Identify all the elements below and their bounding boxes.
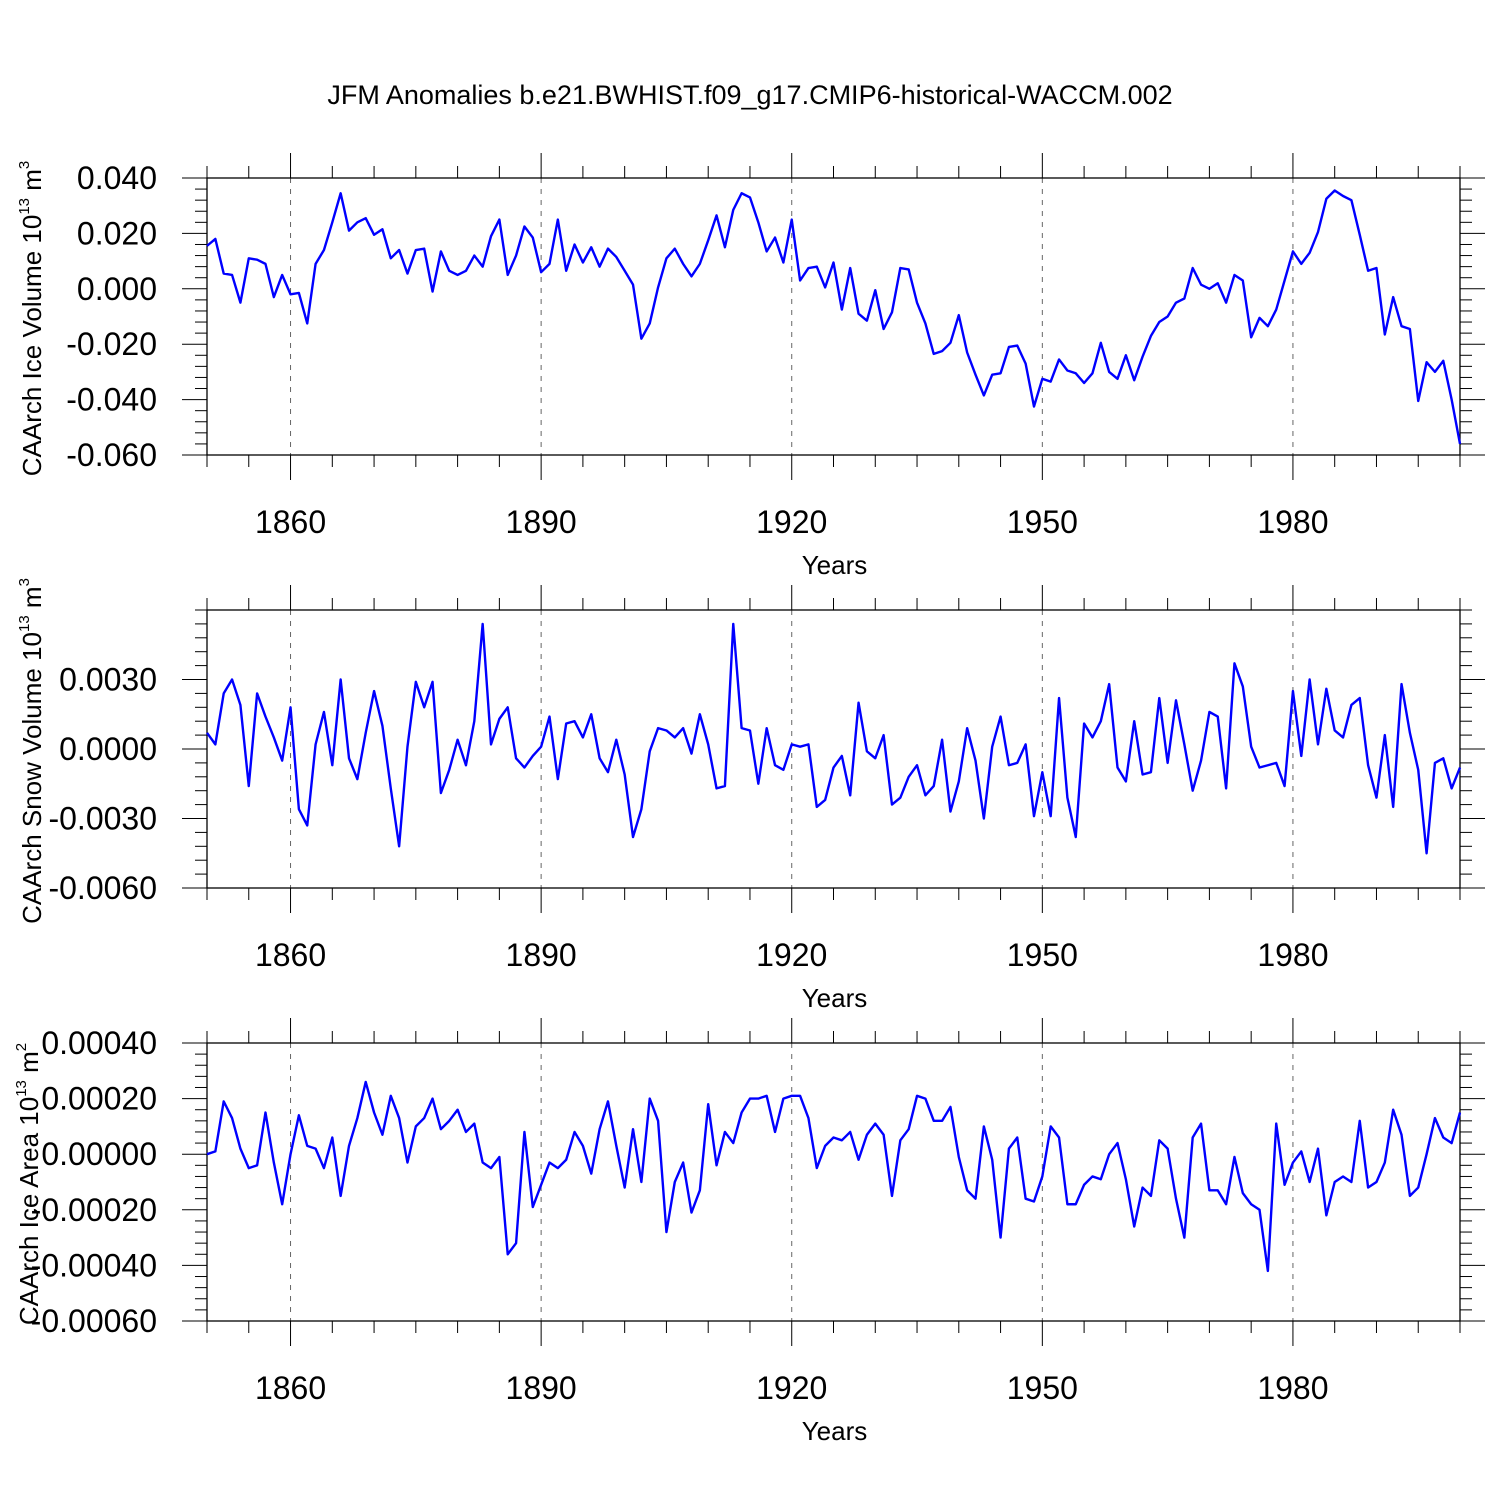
y-tick-label: 0.000 bbox=[77, 271, 157, 307]
y-tick-label: -0.00020 bbox=[31, 1192, 157, 1228]
x-tick-label: 1890 bbox=[506, 1370, 577, 1406]
y-tick-label: -0.00040 bbox=[31, 1247, 157, 1283]
y-tick-label: 0.00020 bbox=[41, 1081, 157, 1117]
x-axis-label: Years bbox=[802, 550, 868, 580]
x-tick-label: 1920 bbox=[756, 937, 827, 973]
x-axis-label: Years bbox=[802, 983, 868, 1013]
series-line bbox=[206, 189, 1462, 445]
y-tick-label: 0.00000 bbox=[41, 1136, 157, 1172]
panel-ice-volume: 1860 1890 1920 1950 1980 Years -0.060 -0.040 -0.… bbox=[16, 153, 1485, 580]
x-tick-label: 1920 bbox=[756, 504, 827, 540]
x-tick-label: 1980 bbox=[1257, 504, 1328, 540]
x-tick-label: 1980 bbox=[1257, 1370, 1328, 1406]
y-axis-label: CAArch Snow Volume 1013 m3 bbox=[16, 578, 47, 924]
x-tick-label: 1950 bbox=[1007, 504, 1078, 540]
x-tick-label: 1890 bbox=[506, 937, 577, 973]
y-tick-label: -0.0030 bbox=[48, 801, 157, 837]
y-tick-label: 0.0030 bbox=[59, 662, 157, 698]
y-tick-label: 0.040 bbox=[77, 160, 157, 196]
y-tick-label: -0.0060 bbox=[48, 870, 157, 906]
plot-frame bbox=[206, 609, 1461, 889]
x-tick-label: 1980 bbox=[1257, 937, 1328, 973]
y-tick-label: -0.060 bbox=[66, 437, 157, 473]
y-tick-label: -0.040 bbox=[66, 382, 157, 418]
x-tick-label: 1890 bbox=[506, 504, 577, 540]
series-line bbox=[206, 622, 1462, 855]
x-tick-label: 1920 bbox=[756, 1370, 827, 1406]
x-tick-label: 1950 bbox=[1007, 937, 1078, 973]
x-axis-label: Years bbox=[802, 1416, 868, 1446]
x-tick-label: 1860 bbox=[255, 504, 326, 540]
y-axis-label: CAArch Ice Area 1013 m2 bbox=[13, 1043, 44, 1325]
figure-title: JFM Anomalies b.e21.BWHIST.f09_g17.CMIP6… bbox=[327, 80, 1172, 110]
y-tick-label: 0.0000 bbox=[59, 731, 157, 767]
panel-ice-area: 1860 1890 1920 1950 1980 Years -0.00060 -0.0004… bbox=[13, 1018, 1485, 1446]
x-tick-label: 1860 bbox=[255, 1370, 326, 1406]
series-line bbox=[206, 1080, 1462, 1273]
panel-snow-volume: 1860 1890 1920 1950 1980 Years -0.0060 -0.0030 0… bbox=[16, 578, 1485, 1013]
y-tick-label: 0.020 bbox=[77, 215, 157, 251]
x-tick-label: 1860 bbox=[255, 937, 326, 973]
y-tick-label: -0.020 bbox=[66, 326, 157, 362]
x-tick-label: 1950 bbox=[1007, 1370, 1078, 1406]
y-tick-label: 0.00040 bbox=[41, 1025, 157, 1061]
y-tick-label: -0.00060 bbox=[31, 1303, 157, 1339]
y-axis-label: CAArch Ice Volume 1013 m3 bbox=[16, 161, 47, 477]
